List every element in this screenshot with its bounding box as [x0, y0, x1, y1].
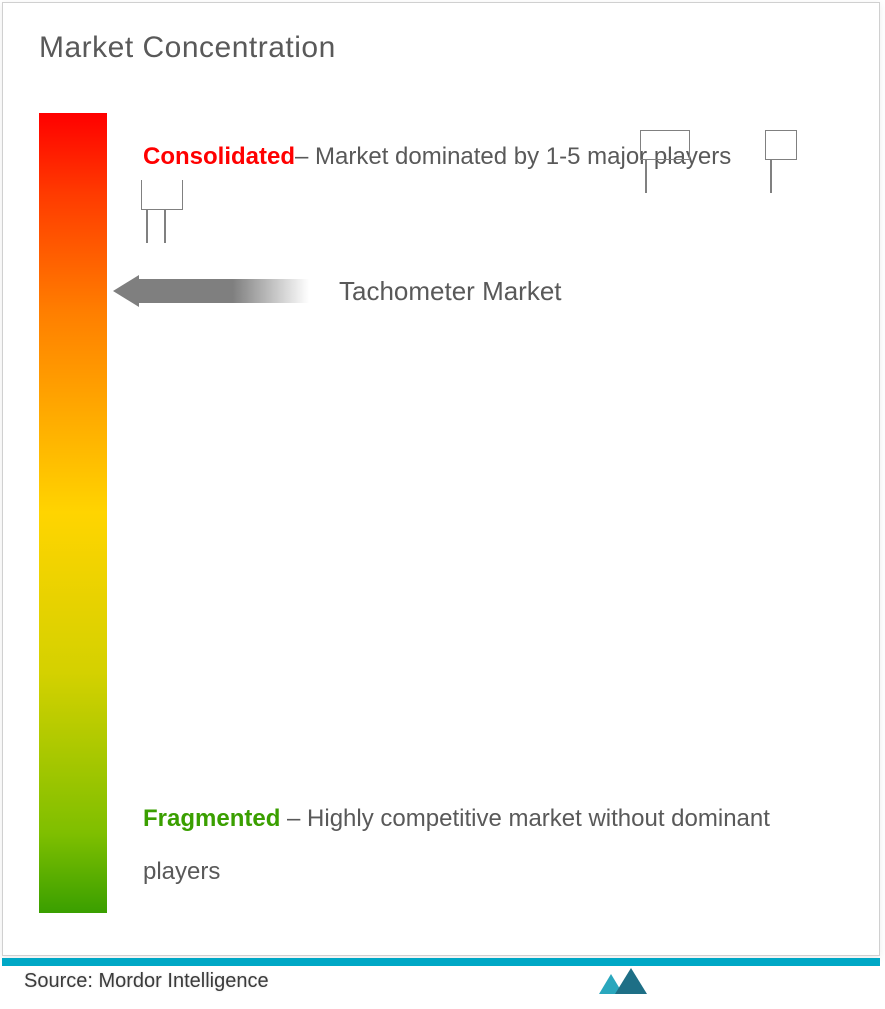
fragmented-strong: Fragmented [143, 805, 280, 832]
arrow-shaft [139, 279, 309, 303]
consolidated-rest: – Market dominated by 1-5 major players [295, 143, 731, 170]
source-prefix: Source: [24, 970, 98, 992]
source-caption: Source: Mordor Intelligence [24, 970, 269, 993]
consolidated-strong: Consolidated [143, 143, 295, 170]
market-pointer: Tachometer Market [113, 275, 562, 307]
fragmented-label: Fragmented – Highly competitive market w… [143, 793, 783, 899]
chart-title: Market Concentration [39, 31, 336, 65]
brand-logo-icon [595, 964, 655, 998]
infographic-card: Market Concentration Consolidated– Marke… [2, 2, 880, 956]
selection-overlay-icon [141, 180, 183, 210]
footer-accent-bar [2, 958, 880, 966]
consolidated-label: Consolidated– Market dominated by 1-5 ma… [143, 131, 783, 184]
market-name: Tachometer Market [339, 276, 562, 307]
concentration-gradient-bar [39, 113, 107, 913]
source-name: Mordor Intelligence [98, 970, 268, 992]
arrow-left-icon [113, 275, 139, 307]
